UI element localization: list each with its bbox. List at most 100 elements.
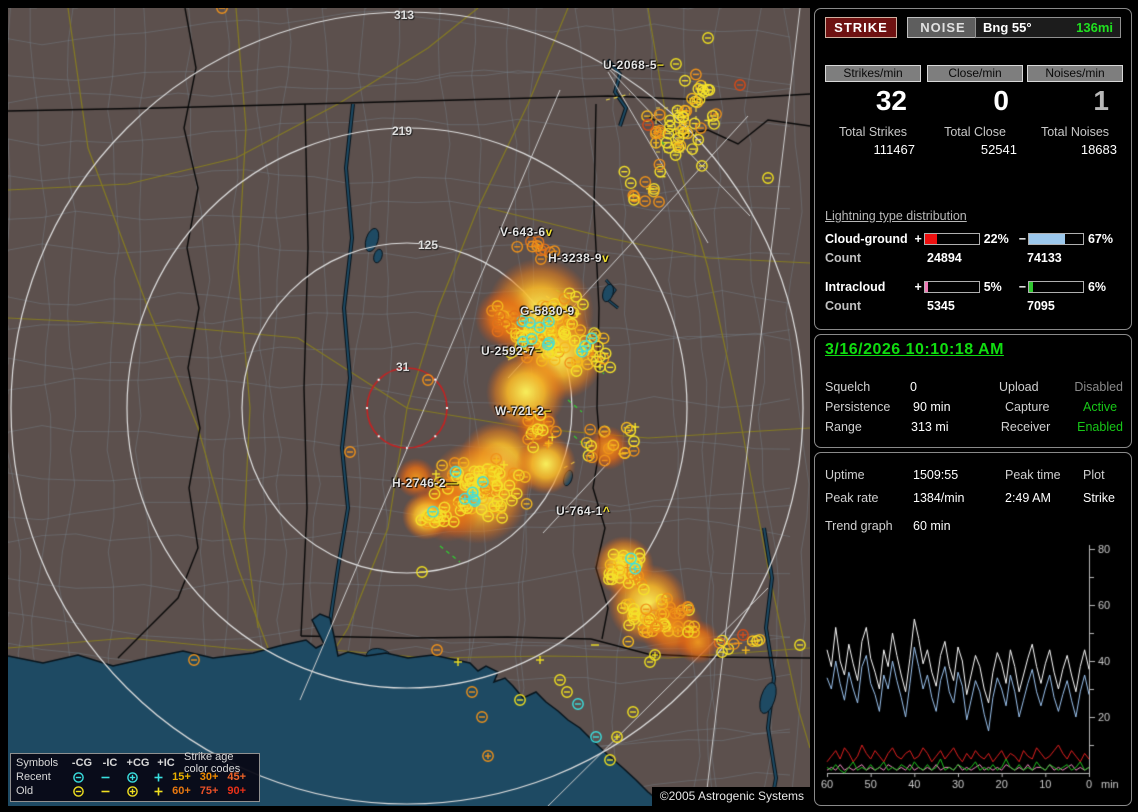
cg-minus-count: 74133 xyxy=(1027,251,1062,265)
strikes-column: Strikes/min 32 Total Strikes 111467 xyxy=(825,65,921,157)
range-ring-label-313: 313 xyxy=(394,8,415,22)
range-ring-label-219: 219 xyxy=(392,124,413,138)
legend-symbol-cell xyxy=(145,785,172,798)
range-ring-label-31: 31 xyxy=(396,360,410,374)
storm-cell-label: W-721-2− xyxy=(495,404,552,418)
noises-per-min-value: 1 xyxy=(1093,85,1109,116)
status-grid: Squelch 0 Upload Disabled Persistence 90… xyxy=(825,377,1123,437)
squelch-row: Squelch 0 Upload Disabled xyxy=(825,377,1123,397)
cg-plus-pct: 22% xyxy=(983,232,1009,246)
circle-minus-icon xyxy=(73,785,85,797)
ic-plus-pct: 5% xyxy=(983,280,1002,294)
upload-label: Upload xyxy=(998,380,1039,394)
trend-graph-canvas xyxy=(821,539,1127,801)
uptime-label: Uptime xyxy=(825,467,865,482)
legend-symbol-cell xyxy=(92,771,119,784)
cg-count-label: Count xyxy=(825,251,862,265)
ic-plus-bar xyxy=(924,281,980,293)
range-value: 313 mi xyxy=(911,420,949,434)
bearing-distance: 136mi xyxy=(1076,20,1113,35)
legend-header-row: Symbols -CG -IC +CG +IC Strike age color… xyxy=(16,751,255,775)
total-close-label: Total Close xyxy=(944,125,1006,139)
intracloud-label: Intracloud xyxy=(825,280,886,294)
cloud-ground-row: Cloud-ground + 22% − 67% xyxy=(825,231,1123,247)
total-strikes-label: Total Strikes xyxy=(838,125,908,139)
receiver-status: Enabled xyxy=(1077,420,1123,434)
squelch-label: Squelch xyxy=(825,380,871,394)
copyright-text: ©2005 Astrogenic Systems xyxy=(651,787,810,806)
session-grid: Uptime 1509:55 Peak time Plot Peak rate … xyxy=(825,463,1123,537)
persistence-label: Persistence xyxy=(825,400,891,414)
bearing-range-display: Bng 55° 136mi xyxy=(975,17,1121,38)
ic-count-label: Count xyxy=(825,299,862,313)
plot-mode-value: Strike xyxy=(1083,490,1115,505)
legend-old-label: Old xyxy=(16,785,34,797)
map-canvas[interactable] xyxy=(8,8,810,806)
total-noises-label: Total Noises xyxy=(1040,125,1110,139)
ic-plus-count: 5345 xyxy=(927,299,955,313)
close-column: Close/min 0 Total Close 52541 xyxy=(927,65,1023,157)
ic-plus-sign: + xyxy=(914,280,922,294)
cell-trend-mark-icon: v xyxy=(602,251,610,265)
legend-type-icplus: +IC xyxy=(157,757,175,769)
strike-stats-panel: STRIKE NOISE Bng 55° 136mi Strikes/min 3… xyxy=(814,8,1132,330)
legend-recent-row: Recent 15+ 30+ 45+ xyxy=(16,770,255,784)
total-noises-value: 18683 xyxy=(1080,142,1117,157)
minus-icon xyxy=(101,776,110,778)
storm-cell-label: V-643-6v xyxy=(500,225,553,239)
ic-minus-sign: − xyxy=(1018,280,1027,294)
noise-toggle-button[interactable]: NOISE xyxy=(907,17,979,38)
legend-type-cgplus: +CG xyxy=(126,757,150,769)
legend-symbol-cell xyxy=(119,771,146,784)
cg-plus-bar xyxy=(924,233,980,245)
cg-plus-sign: + xyxy=(914,232,922,246)
legend-symbol-cell xyxy=(119,785,146,798)
legend-age-75plus: 75+ xyxy=(199,785,219,797)
ic-minus-pct: 6% xyxy=(1087,280,1107,294)
receiver-label: Receiver xyxy=(1000,420,1051,434)
legend-symbol-cell xyxy=(66,785,93,798)
plus-icon xyxy=(154,773,163,781)
ic-minus-bar xyxy=(1028,281,1084,293)
range-ring-label-125: 125 xyxy=(418,238,439,252)
peak-rate-row: Peak rate 1384/min 2:49 AM Strike xyxy=(825,486,1123,509)
trend-panel: Uptime 1509:55 Peak time Plot Peak rate … xyxy=(814,452,1132,806)
circle-plus-icon xyxy=(126,785,138,797)
trend-graph-label: Trend graph xyxy=(825,519,893,533)
ic-minus-count: 7095 xyxy=(1027,299,1055,313)
peak-rate-label: Peak rate xyxy=(825,490,879,505)
capture-status: Active xyxy=(1083,400,1118,414)
range-row: Range 313 mi Receiver Enabled xyxy=(825,417,1123,437)
cg-minus-bar xyxy=(1028,233,1084,245)
distribution-title: Lightning type distribution xyxy=(825,209,967,223)
strike-toggle-button[interactable]: STRIKE xyxy=(825,17,897,38)
legend-symbol-cell xyxy=(66,771,93,784)
legend-type-icminus: -IC xyxy=(102,757,118,769)
peak-rate-value: 1384/min xyxy=(913,490,965,505)
cell-trend-mark-icon: − xyxy=(535,344,543,358)
capture-label: Capture xyxy=(1005,400,1050,414)
strikes-per-min-chip[interactable]: Strikes/min xyxy=(825,65,921,82)
storm-cell-label: U-764-1^ xyxy=(556,504,611,518)
legend-recent-label: Recent xyxy=(16,771,51,783)
noises-per-min-chip[interactable]: Noises/min xyxy=(1027,65,1123,82)
storm-cell-label: U-2068-5− xyxy=(603,58,665,72)
cloud-ground-counts: Count 24894 74133 xyxy=(825,251,1123,267)
legend-symbols-label: Symbols xyxy=(16,757,59,769)
legend-age-45plus: 45+ xyxy=(227,771,247,783)
close-per-min-chip[interactable]: Close/min xyxy=(927,65,1023,82)
legend-type-cgminus: -CG xyxy=(71,757,93,769)
trend-graph-span: 60 min xyxy=(913,519,951,533)
legend-age-90plus: 90+ xyxy=(227,785,247,797)
circle-minus-icon xyxy=(73,771,85,783)
storm-cell-label: G-5830-9 xyxy=(520,304,575,318)
close-per-min-value: 0 xyxy=(993,85,1009,116)
total-strikes-value: 111467 xyxy=(873,142,915,157)
legend-age-15plus: 15+ xyxy=(172,771,191,783)
peak-time-value: 2:49 AM xyxy=(1005,490,1051,505)
upload-status: Disabled xyxy=(1074,380,1123,394)
datetime-display: 3/16/2026 10:10:18 AM xyxy=(825,341,1004,358)
intracloud-counts: Count 5345 7095 xyxy=(825,299,1123,315)
noises-column: Noises/min 1 Total Noises 18683 xyxy=(1027,65,1123,157)
minus-icon xyxy=(101,790,110,792)
